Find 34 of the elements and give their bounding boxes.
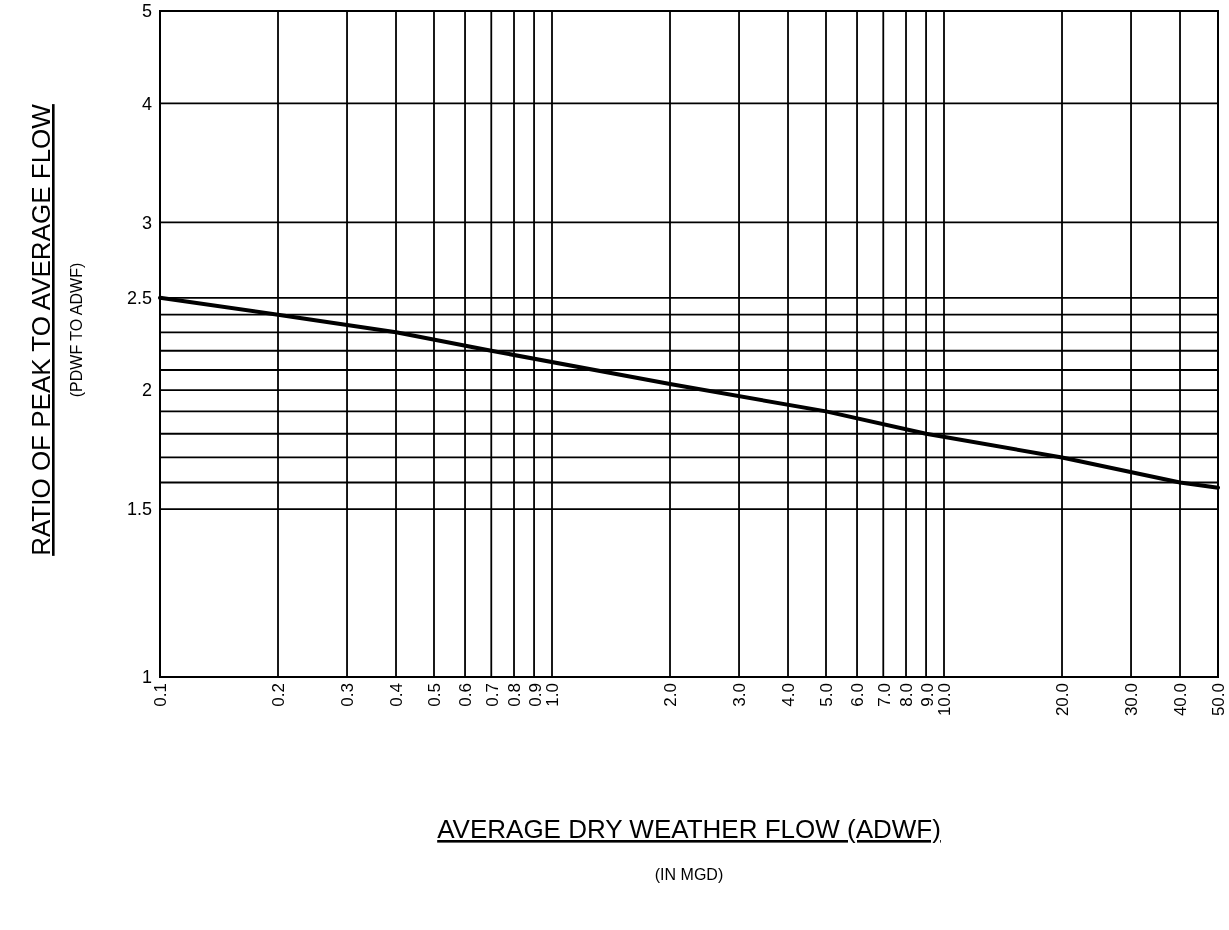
x-tick-label: 0.9	[525, 683, 545, 707]
x-tick-label: 0.3	[338, 683, 358, 707]
x-tick-label: 0.6	[456, 683, 476, 707]
y-tick-label: 4	[141, 93, 152, 114]
x-tick-label: 40.0	[1171, 683, 1191, 717]
y-tick-label: 1	[141, 667, 152, 688]
x-tick-label: 20.0	[1053, 683, 1073, 717]
x-tick-label: 30.0	[1122, 683, 1142, 717]
y-tick-label: 1.5	[126, 499, 152, 520]
x-tick-label: 4.0	[779, 683, 799, 707]
x-tick-label: 0.1	[151, 683, 171, 707]
x-tick-label: 8.0	[897, 683, 917, 707]
x-tick-label: 1.0	[543, 683, 563, 707]
y-tick-label: 2	[141, 380, 152, 401]
x-tick-label: 10.0	[935, 683, 955, 717]
x-tick-label: 6.0	[848, 683, 868, 707]
y-tick-label: 2.5	[126, 288, 152, 309]
x-tick-label: 7.0	[874, 683, 894, 707]
text: (IN MGD)	[654, 866, 724, 883]
x-tick-label: 9.0	[917, 683, 937, 707]
text: (PDWF TO ADWF)	[68, 262, 85, 398]
y-tick-label: 3	[141, 212, 152, 233]
x-tick-label: 0.2	[269, 683, 289, 707]
x-tick-label: 0.5	[425, 683, 445, 707]
x-tick-label: 3.0	[730, 683, 750, 707]
x-tick-label: 50.0	[1209, 683, 1229, 717]
x-tick-label: 0.7	[482, 683, 502, 707]
y-tick-label: 5	[141, 1, 152, 22]
x-tick-label: 5.0	[817, 683, 837, 707]
x-tick-label: 0.4	[387, 683, 407, 707]
x-axis-title: AVERAGE DRY WEATHER FLOW (ADWF)	[437, 814, 941, 844]
x-tick-label: 0.8	[505, 683, 525, 707]
y-axis-title: RATIO OF PEAK TO AVERAGE FLOW	[26, 103, 56, 556]
x-tick-label: 2.0	[661, 683, 681, 707]
